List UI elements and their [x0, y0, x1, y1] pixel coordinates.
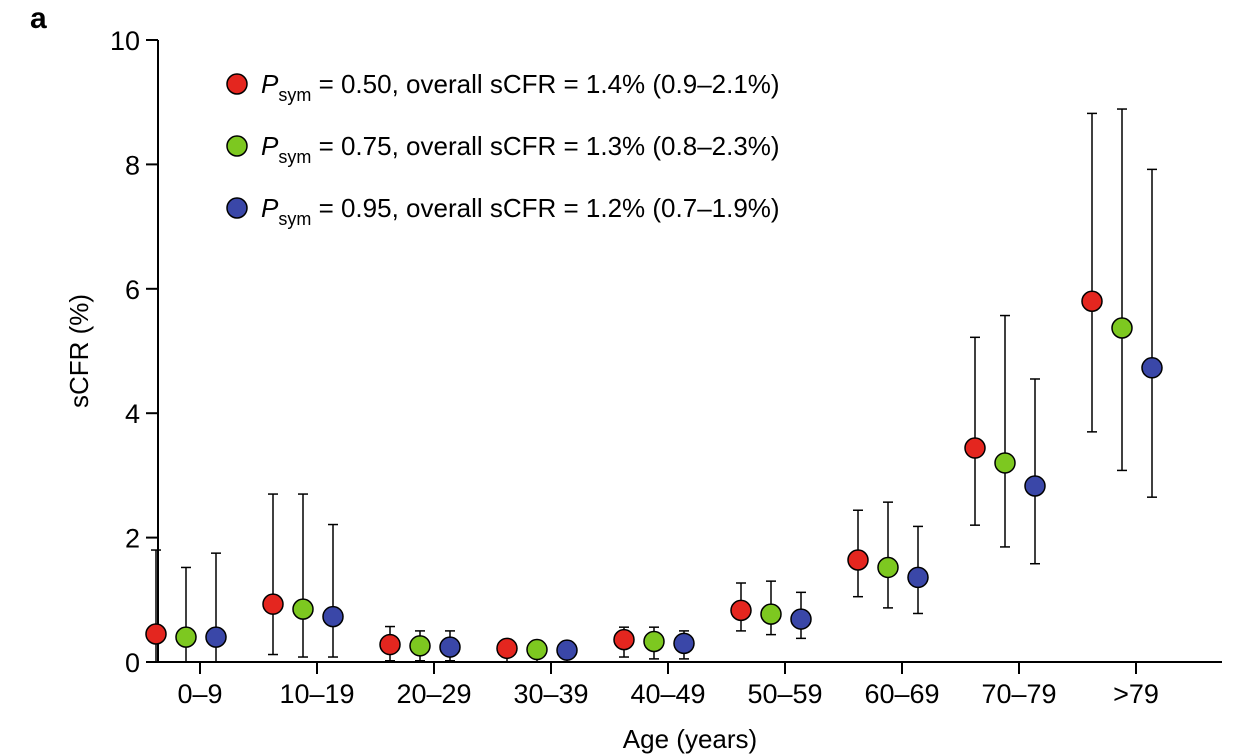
data-point	[292, 598, 314, 620]
y-tick-label: 8	[125, 150, 140, 180]
data-point	[790, 608, 812, 630]
data-point	[175, 626, 197, 648]
legend-marker	[226, 135, 248, 157]
data-point	[1024, 475, 1046, 497]
data-point	[673, 632, 695, 655]
y-tick-label: 4	[125, 399, 140, 429]
legend-symbol: P	[261, 193, 279, 223]
legend-entry: Psym = 0.95, overall sCFR = 1.2% (0.7–1.…	[261, 193, 780, 229]
legend-text: = 0.95, overall sCFR = 1.2% (0.7–1.9%)	[311, 193, 779, 223]
legend: Psym = 0.50, overall sCFR = 1.4% (0.9–2.…	[226, 69, 780, 229]
y-tick-label: 10	[110, 26, 140, 56]
legend-text: = 0.75, overall sCFR = 1.3% (0.8–2.3%)	[311, 131, 779, 161]
data-point	[964, 437, 986, 459]
data-point	[262, 593, 284, 615]
x-tick-label: 70–79	[981, 679, 1056, 709]
x-tick-label: 10–19	[279, 679, 354, 709]
x-tick-label: 60–69	[864, 679, 939, 709]
data-point	[322, 605, 344, 628]
data-point	[613, 628, 635, 651]
data-point	[1111, 317, 1133, 339]
data-point	[847, 549, 869, 571]
data-point	[526, 638, 548, 661]
data-point	[145, 623, 167, 645]
legend-entry: Psym = 0.75, overall sCFR = 1.3% (0.8–2.…	[261, 131, 780, 167]
data-point	[205, 626, 227, 648]
y-tick-label: 6	[125, 275, 140, 305]
data-point	[994, 452, 1016, 474]
data-point	[1081, 290, 1103, 312]
data-point	[439, 636, 461, 658]
legend-marker	[226, 73, 248, 95]
x-tick-label: 20–29	[396, 679, 471, 709]
legend-subscript: sym	[278, 85, 311, 105]
data-point	[643, 630, 665, 653]
legend-entry: Psym = 0.50, overall sCFR = 1.4% (0.9–2.…	[261, 69, 780, 105]
data-point	[760, 603, 782, 625]
legend-marker	[226, 197, 248, 219]
legend-subscript: sym	[278, 147, 311, 167]
error-bars	[151, 108, 1157, 663]
y-tick-label: 0	[125, 648, 140, 678]
data-point	[730, 599, 752, 622]
legend-subscript: sym	[278, 209, 311, 229]
y-axis-ticks: 0 2 4 6 8 10	[110, 26, 158, 678]
data-point	[907, 566, 929, 589]
legend-text: = 0.50, overall sCFR = 1.4% (0.9–2.1%)	[311, 69, 779, 99]
x-tick-label: 30–39	[513, 679, 588, 709]
data-point	[556, 639, 578, 661]
data-point	[496, 637, 518, 660]
panel-label: a	[30, 2, 47, 35]
data-points	[145, 290, 1163, 661]
data-point	[409, 635, 431, 657]
legend-symbol: P	[261, 131, 279, 161]
y-axis-title: sCFR (%)	[64, 294, 94, 408]
x-tick-label: 0–9	[177, 679, 222, 709]
x-tick-label: >79	[1113, 679, 1159, 709]
x-axis-ticks: 0–9 10–19 20–29 30–39 40–49 50–59 60–69 70–79 >7…	[177, 662, 1159, 709]
x-tick-label: 50–59	[747, 679, 822, 709]
y-tick-label: 2	[125, 524, 140, 554]
x-axis-title: Age (years)	[623, 724, 757, 754]
data-point	[379, 633, 401, 656]
x-tick-label: 40–49	[630, 679, 705, 709]
data-point	[877, 556, 899, 579]
data-point	[1141, 357, 1163, 379]
legend-symbol: P	[261, 69, 279, 99]
